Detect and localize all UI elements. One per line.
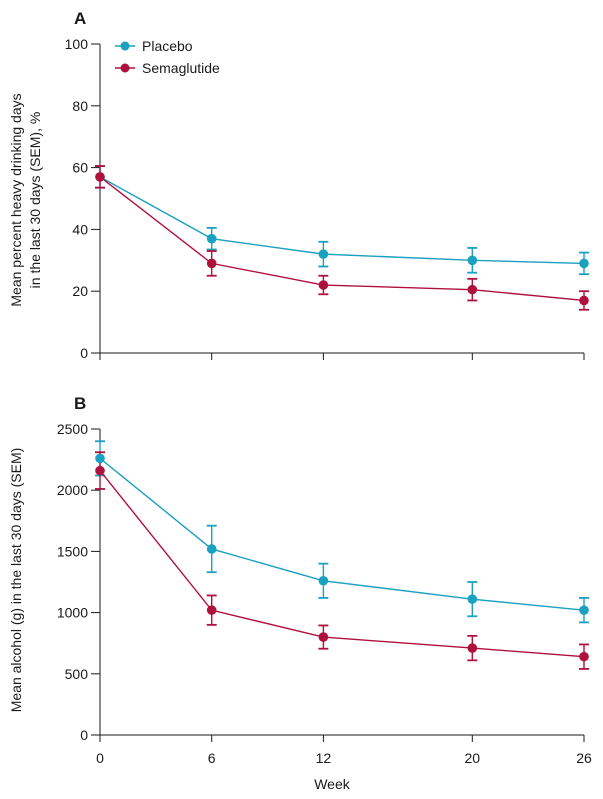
panel-a-semaglutide-point [579, 295, 589, 306]
panel-b-placebo-point [467, 594, 478, 604]
panel-a-y-tick-label: 80 [72, 98, 88, 114]
panel-a-y-tick-label: 20 [72, 283, 88, 299]
panel-b-placebo-point [318, 575, 329, 586]
panel-a-y-tick-label: 40 [72, 221, 88, 237]
legend-semaglutide-marker [120, 63, 130, 73]
panel-b-semaglutide-point [579, 651, 589, 662]
panel-b-x-tick-label: 26 [576, 750, 592, 766]
panel-b-placebo-point [206, 544, 217, 554]
panel-b-ylabel: Mean alcohol (g) in the last 30 days (SE… [8, 448, 24, 713]
panel-a-placebo-point [579, 258, 589, 269]
panel-a-semaglutide-point [95, 172, 105, 182]
panel-a-ylabel-line2: in the last 30 days (SEM), % [27, 112, 43, 289]
panel-b-x-tick-label: 0 [96, 750, 104, 766]
panel-b: B Mean alcohol (g) in the last 30 days (… [8, 394, 592, 766]
panel-a-y-tick-label: 100 [65, 36, 89, 52]
panel-a: A Mean percent heavy drinking days in th… [8, 9, 589, 361]
panel-b-placebo-line [99, 457, 585, 611]
panel-b-y-tick-label: 1000 [57, 605, 88, 621]
legend-placebo-marker [120, 41, 130, 51]
panel-b-y-tick-label: 1500 [57, 543, 88, 559]
panel-b-semaglutide-point [95, 465, 105, 476]
panel-a-placebo-point [206, 233, 217, 244]
panel-a-y-tick-label: 60 [72, 160, 88, 176]
panel-b-semaglutide-point [206, 605, 217, 615]
panel-a-semaglutide-point [206, 258, 217, 269]
panel-a-y-tick-label: 0 [80, 345, 88, 361]
panel-b-semaglutide-point [467, 643, 478, 653]
panel-b-letter: B [74, 394, 86, 413]
panel-b-x-tick-label: 12 [316, 750, 332, 766]
panel-a-semaglutide-point [318, 280, 329, 290]
legend: Placebo Semaglutide [115, 38, 220, 76]
panel-a-ylabel-line1: Mean percent heavy drinking days [8, 93, 24, 306]
panel-b-semaglutide-point [318, 632, 329, 642]
panel-b-placebo-point [95, 453, 105, 464]
panel-a-placebo-point [467, 255, 478, 266]
panel-a-placebo-line [99, 176, 585, 265]
panel-b-y-tick-label: 2000 [57, 482, 88, 498]
panel-b-x-tick-label: 20 [465, 750, 481, 766]
legend-semaglutide-label: Semaglutide [142, 60, 220, 76]
x-axis-title: Week [314, 776, 351, 792]
panel-b-y-tick-label: 0 [80, 727, 88, 743]
panel-a-letter: A [74, 9, 86, 28]
panel-b-y-tick-label: 500 [65, 666, 89, 682]
panel-a-placebo-point [318, 249, 329, 259]
panel-b-y-tick-label: 2500 [57, 421, 88, 437]
legend-placebo-label: Placebo [142, 38, 193, 54]
panel-b-x-tick-label: 6 [208, 750, 216, 766]
panel-a-semaglutide-line [99, 176, 585, 302]
panel-b-semaglutide-line [99, 470, 585, 658]
panel-a-semaglutide-point [467, 284, 478, 295]
panel-b-placebo-point [579, 605, 589, 615]
